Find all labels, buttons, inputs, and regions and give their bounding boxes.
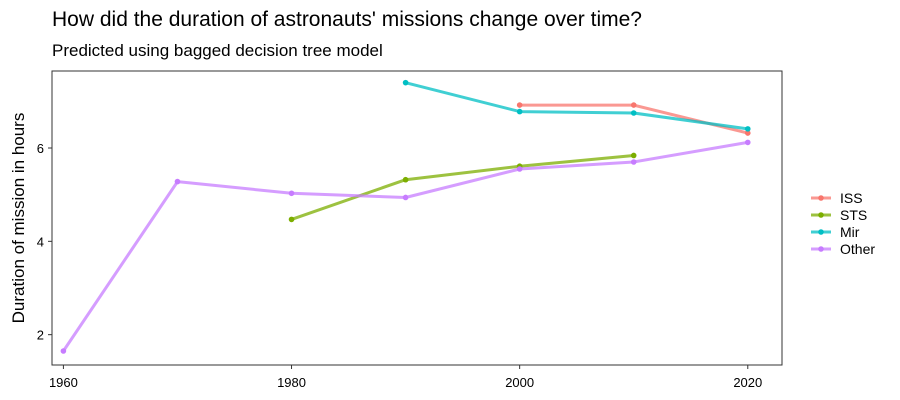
y-axis: 2 4 6 xyxy=(37,141,52,343)
data-point-other xyxy=(174,178,181,185)
y-tick-label: 2 xyxy=(37,328,44,343)
legend-key-point-other xyxy=(818,246,824,252)
y-tick-label: 6 xyxy=(37,141,44,156)
series-layer xyxy=(60,79,751,354)
series-line-mir xyxy=(404,81,750,131)
x-tick-label: 2020 xyxy=(733,375,762,390)
x-axis: 1960 1980 2000 2020 xyxy=(49,365,762,390)
chart-subtitle: Predicted using bagged decision tree mod… xyxy=(52,41,383,60)
y-tick-label: 4 xyxy=(37,234,44,249)
x-tick-label: 1960 xyxy=(49,375,78,390)
data-point-mir xyxy=(630,110,637,116)
data-point-other xyxy=(744,139,751,146)
plot-panel xyxy=(51,70,783,366)
data-point-other xyxy=(402,194,409,201)
data-point-other xyxy=(288,190,295,197)
data-point-mir xyxy=(402,79,409,86)
data-point-other xyxy=(516,166,523,172)
legend-label-other: Other xyxy=(840,241,875,257)
data-point-other xyxy=(630,159,637,165)
legend-key-point-mir xyxy=(818,229,824,235)
data-point-mir xyxy=(744,126,751,132)
legend-key-point-iss xyxy=(818,195,824,201)
data-point-sts xyxy=(630,152,637,159)
data-point-iss xyxy=(630,102,637,108)
legend-label-sts: STS xyxy=(840,207,867,223)
legend-label-iss: ISS xyxy=(840,190,863,206)
legend-label-mir: Mir xyxy=(840,224,860,240)
data-point-mir xyxy=(516,108,523,115)
legend-key-point-sts xyxy=(818,212,824,218)
data-point-iss xyxy=(516,102,523,108)
chart-title: How did the duration of astronauts' miss… xyxy=(52,8,642,31)
data-point-sts xyxy=(402,176,409,183)
data-point-sts xyxy=(288,216,295,223)
data-point-iss xyxy=(744,130,751,136)
x-tick-label: 2000 xyxy=(505,375,534,390)
x-tick-label: 1980 xyxy=(277,375,306,390)
y-axis-title: Duration of mission in hours xyxy=(9,113,28,324)
data-point-other xyxy=(60,348,67,354)
series-line-sts xyxy=(290,154,636,221)
